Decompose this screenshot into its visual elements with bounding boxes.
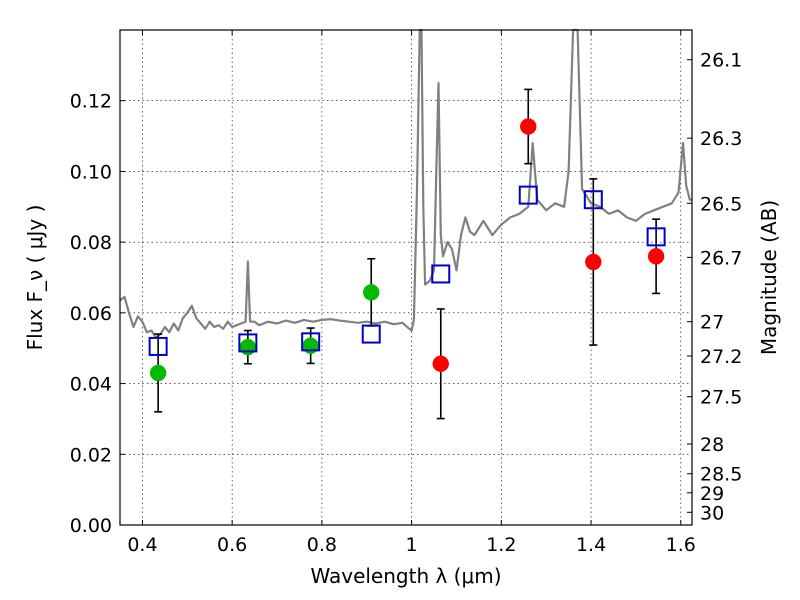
x-tick-label: 1.4 (576, 534, 606, 556)
right-tick-label: 30 (700, 502, 724, 524)
model-point (583, 190, 603, 210)
data-point (520, 118, 537, 135)
y-tick-label: 0.12 (70, 91, 112, 113)
x-tick-label: 0.8 (307, 534, 337, 556)
x-axis-title: Wavelength λ (μm) (310, 564, 501, 588)
model-point (361, 324, 381, 344)
right-axis-title: Magnitude (AB) (757, 200, 781, 355)
model-point (301, 332, 321, 352)
right-tick-label: 27.2 (700, 346, 742, 368)
x-tick-labels: 0.4 0.6 0.8 1 1.2 1.4 1.6 (127, 534, 696, 556)
y-tick-label: 0.08 (70, 232, 112, 254)
model-point (646, 227, 666, 247)
plot-frame (119, 29, 693, 526)
marker-layer (148, 118, 666, 382)
x-tick-label: 0.4 (127, 534, 157, 556)
data-point (362, 284, 380, 301)
model-point (148, 336, 168, 356)
right-tick-label: 26.1 (700, 50, 742, 72)
model-point (518, 185, 538, 205)
data-point (647, 248, 665, 265)
grid (120, 30, 692, 526)
y-tick-labels: 0.00 0.02 0.04 0.06 0.08 0.10 0.12 (70, 91, 112, 537)
model-point (431, 264, 451, 284)
y-tick-label: 0.10 (70, 161, 112, 183)
right-tick-label: 29 (700, 483, 724, 505)
y-tick-label: 0.06 (70, 303, 112, 325)
right-tick-label: 27 (700, 312, 724, 334)
right-tick-label: 28.5 (700, 464, 742, 486)
data-point (239, 338, 257, 356)
right-tick-label: 26.7 (700, 247, 742, 269)
x-tick-label: 1.2 (486, 534, 516, 556)
data-point (149, 364, 167, 382)
y-tick-label: 0.04 (70, 374, 112, 396)
data-point (585, 253, 602, 271)
x-tick-label: 1 (406, 534, 418, 556)
y-axis-title: Flux F_ν ( μJy ) (23, 205, 47, 351)
ticks (120, 30, 692, 526)
data-point (432, 355, 450, 373)
right-tick-label: 27.5 (700, 387, 742, 409)
right-tick-label: 26.3 (700, 128, 742, 150)
x-tick-label: 1.6 (666, 534, 696, 556)
right-tick-label: 28 (700, 434, 724, 456)
y-tick-label: 0.00 (70, 515, 112, 537)
right-tick-label: 26.5 (700, 193, 742, 215)
y-tick-label: 0.02 (70, 444, 112, 466)
model-point (238, 333, 258, 353)
x-tick-label: 0.6 (217, 534, 247, 556)
